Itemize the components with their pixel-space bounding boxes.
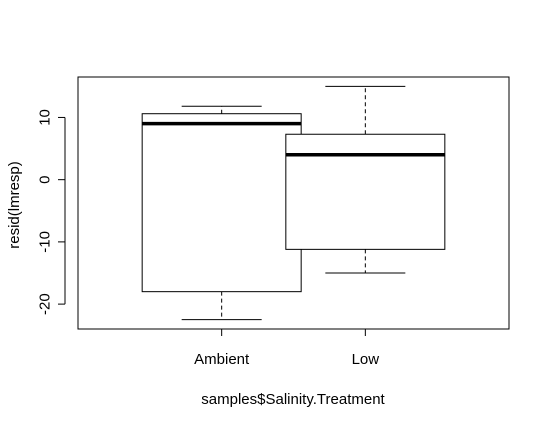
y-axis: -20 -10 0 10 <box>37 109 66 315</box>
x-axis-label: samples$Salinity.Treatment <box>201 391 385 408</box>
box-ambient <box>141 105 302 321</box>
x-tick-label: Ambient <box>194 351 250 368</box>
box-iqr <box>141 113 302 293</box>
y-tick-label: 10 <box>37 109 54 126</box>
box-series <box>141 85 446 321</box>
y-tick-label: -20 <box>37 293 54 315</box>
y-tick-label: -10 <box>37 231 54 253</box>
y-axis-label: resid(lmresp) <box>6 161 23 249</box>
box-iqr <box>285 133 446 250</box>
x-axis: Ambient Low <box>194 328 380 368</box>
box-low <box>285 85 446 274</box>
x-tick-label: Low <box>352 351 380 368</box>
y-tick-label: 0 <box>37 175 54 183</box>
